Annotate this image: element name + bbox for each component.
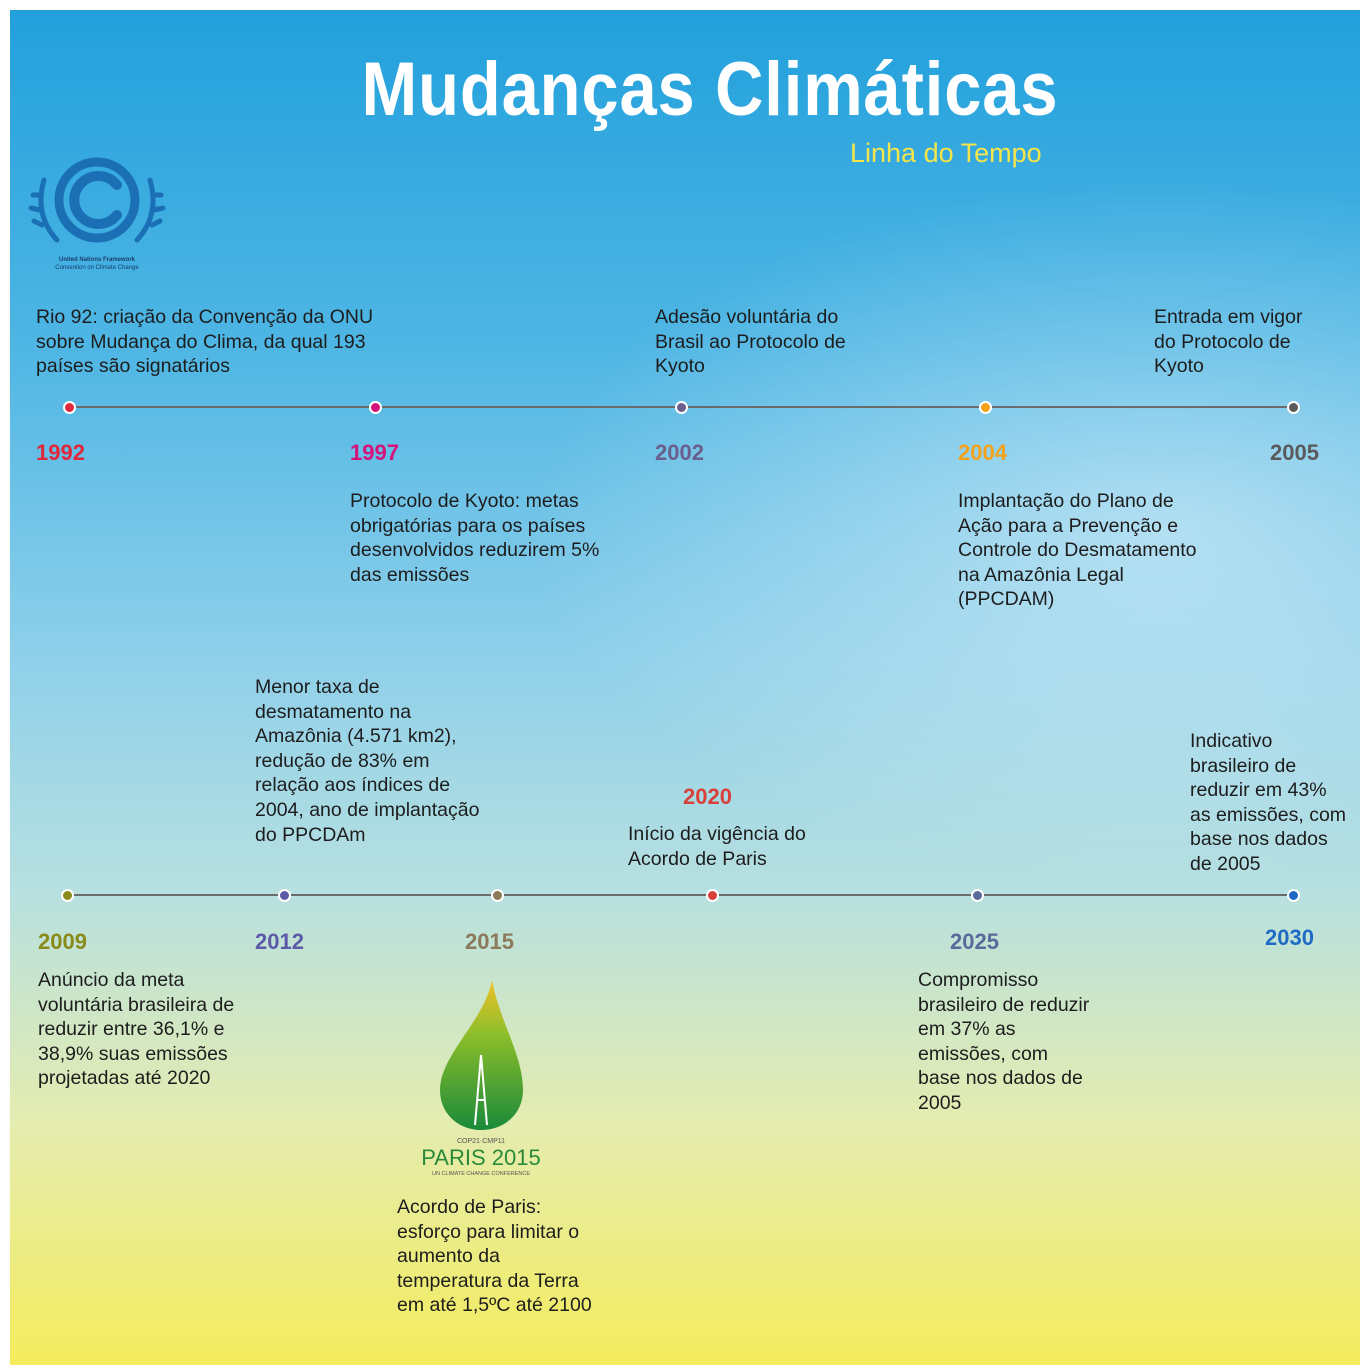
timeline-dot	[971, 889, 984, 902]
year-label: 1992	[36, 440, 85, 466]
timeline-line	[67, 894, 1293, 896]
timeline-dot	[1287, 401, 1300, 414]
year-label: 2009	[38, 929, 87, 955]
event-text: Anúncio da meta voluntária brasileira de…	[38, 968, 268, 1091]
timeline-dot	[979, 401, 992, 414]
event-text: Compromisso brasileiro de reduzir em 37%…	[918, 968, 1093, 1116]
logo-text: UN CLIMATE CHANGE CONFERENCE	[432, 1171, 530, 1177]
year-label: 2015	[465, 929, 514, 955]
event-text: Menor taxa de desmatamento na Amazônia (…	[255, 675, 480, 847]
year-label: 2005	[1270, 440, 1319, 466]
paris-logo: COP21·CMP11 PARIS 2015 UN CLIMATE CHANGE…	[415, 975, 555, 1185]
page: Mudanças Climáticas Linha do Tempo Unite…	[0, 0, 1360, 1365]
year-label: 2004	[958, 440, 1007, 466]
year-label: 2012	[255, 929, 304, 955]
subtitle: Linha do Tempo	[850, 138, 1042, 169]
logo-text: United Nations Framework	[59, 257, 136, 263]
event-text: Indicativo brasileiro de reduzir em 43% …	[1190, 729, 1350, 877]
event-text: Entrada em vigor do Protocolo de Kyoto	[1154, 305, 1329, 379]
event-text: Acordo de Paris: esforço para limitar o …	[397, 1195, 592, 1318]
timeline-dot	[491, 889, 504, 902]
timeline-dot	[278, 889, 291, 902]
event-text: Início da vigência do Acordo de Paris	[628, 822, 828, 871]
infographic: Mudanças Climáticas Linha do Tempo Unite…	[10, 10, 1360, 1365]
logo-text: COP21·CMP11	[457, 1138, 505, 1145]
timeline-dot	[1287, 889, 1300, 902]
event-text: Protocolo de Kyoto: metas obrigatórias p…	[350, 489, 620, 587]
year-label: 2025	[950, 929, 999, 955]
event-text: Adesão voluntária do Brasil ao Protocolo…	[655, 305, 855, 379]
year-label: 2020	[683, 784, 732, 810]
timeline-dot	[675, 401, 688, 414]
timeline-dot	[369, 401, 382, 414]
timeline-dot	[61, 889, 74, 902]
event-text: Implantação do Plano de Ação para a Prev…	[958, 489, 1208, 612]
year-label: 2030	[1265, 925, 1314, 951]
year-label: 1997	[350, 440, 399, 466]
unfccc-logo: United Nations Framework Convention on C…	[22, 145, 172, 285]
logo-text: Convention on Climate Change	[55, 265, 139, 271]
title: Mudanças Climáticas	[94, 46, 1326, 133]
year-label: 2002	[655, 440, 704, 466]
timeline-dot	[706, 889, 719, 902]
logo-text: PARIS 2015	[421, 1145, 540, 1170]
timeline-dot	[63, 401, 76, 414]
event-text: Rio 92: criação da Convenção da ONU sobr…	[36, 305, 381, 379]
